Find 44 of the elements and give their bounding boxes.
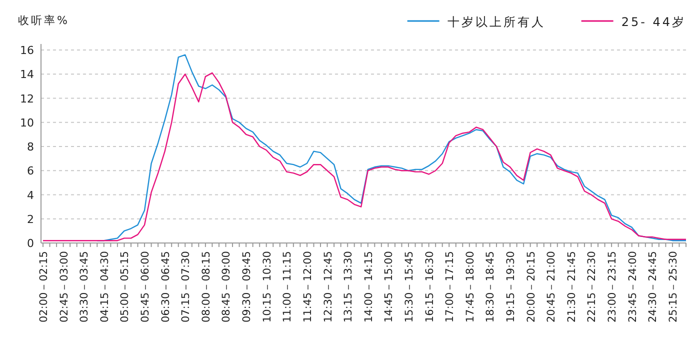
x-tick-label: 25:15－25:30 [667,251,680,323]
x-tick-label: 20:45－21:00 [546,251,558,323]
x-tick-label: 16:15－16:30 [424,251,436,323]
y-tick-label: 16 [20,44,34,57]
y-tick-label: 6 [27,164,34,178]
x-tick-label: 10:15－10:30 [261,251,274,323]
x-tick-label: 20:00－20:15 [525,251,538,323]
x-tick-label: 05:45－06:00 [140,251,152,323]
y-tick-label: 4 [27,188,34,202]
x-tick-label: 08:00－08:15 [200,251,212,323]
x-tick-label: 04:15－04:30 [98,251,111,323]
x-tick-label: 06:30－06:45 [160,251,172,323]
y-tick-label: 10 [20,116,34,130]
x-tick-label: 22:15－22:30 [586,251,598,323]
x-tick-label: 24:30－24:45 [647,251,660,323]
y-tick-label: 0 [27,237,34,250]
legend-label: 十岁以上所有人 [447,15,546,29]
x-tick-label: 23:00－23:15 [606,251,619,323]
x-tick-label: 08:45－09:00 [220,251,233,323]
x-tick-label: 18:30－18:45 [484,251,497,323]
x-tick-label: 07:15－07:30 [180,251,192,323]
x-tick-label: 21:30－21:45 [566,251,578,323]
x-tick-label: 19:15－19:30 [505,251,518,323]
y-tick-label: 12 [20,92,34,106]
legend-label: 25- 44岁 [621,15,686,29]
y-tick-label: 14 [20,68,34,82]
x-tick-label: 23:45－24:00 [626,251,639,323]
y-tick-label: 8 [27,140,34,154]
x-tick-label: 17:00－17:15 [444,251,456,323]
x-tick-label: 02:45－03:00 [58,251,70,323]
x-tick-label: 11:00－11:15 [282,251,294,323]
x-tick-label: 17:45－18:00 [464,251,476,323]
x-tick-label: 14:45－15:00 [383,251,396,323]
x-tick-label: 11:45－12:00 [302,251,314,323]
x-tick-label: 14:00－14:15 [362,251,375,323]
y-tick-label: 2 [27,212,34,226]
x-tick-label: 12:30－12:45 [322,251,334,323]
x-tick-label: 13:15－13:30 [342,251,355,323]
x-tick-label: 15:30－15:45 [403,251,416,323]
x-tick-label: 02:00－02:15 [38,251,50,323]
x-tick-label: 05:00－05:15 [119,251,132,323]
x-tick-label: 03:30－03:45 [78,251,91,323]
y-axis-title: 收听率% [18,14,70,27]
x-tick-label: 09:30－09:45 [241,251,254,323]
